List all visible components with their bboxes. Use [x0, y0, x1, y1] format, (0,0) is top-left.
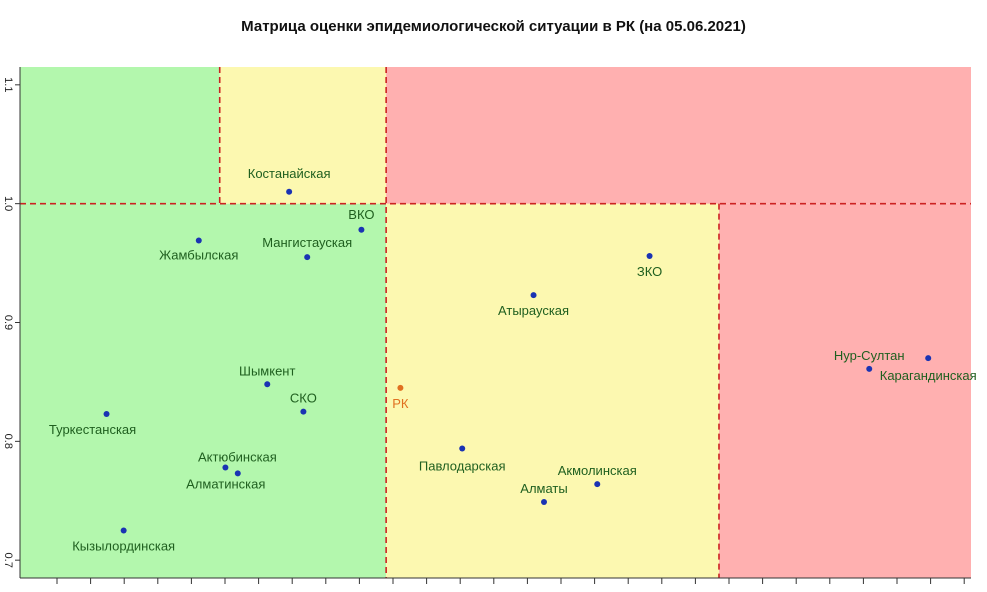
zone-1 — [20, 67, 220, 204]
axes: 0.7 0.8 0.9 1.0 1.1 — [2, 67, 971, 584]
point-label: ЗКО — [637, 264, 662, 279]
point-marker — [195, 237, 202, 244]
point-label: Атырауская — [498, 303, 569, 318]
point-marker — [459, 445, 466, 452]
point-label: Шымкент — [239, 363, 295, 378]
point-label: Актюбинская — [198, 449, 277, 464]
point-label: РК — [392, 396, 409, 411]
point-marker — [541, 498, 548, 505]
point-label: Туркестанская — [49, 422, 136, 437]
point-label: Алматинская — [186, 476, 265, 491]
y-tick-label: 0.9 — [2, 315, 14, 330]
y-tick-label: 1.0 — [2, 196, 14, 211]
point-marker — [103, 411, 110, 418]
data-points — [103, 188, 932, 534]
point-marker — [358, 226, 365, 233]
point-label: ВКО — [348, 207, 374, 222]
point-label: Костанайская — [248, 166, 331, 181]
point-marker — [594, 481, 601, 488]
point-label: Нур-Султан — [834, 348, 905, 363]
point-label: Акмолинская — [558, 463, 637, 478]
point-labels: Костанайская ВКО Жамбылская Мангистауская ЗК… — [49, 166, 977, 554]
zone-3 — [386, 203, 719, 579]
point-label: Кызылординская — [72, 538, 175, 553]
point-marker — [300, 408, 307, 415]
risk-zones — [20, 67, 971, 579]
point-marker — [866, 365, 873, 372]
point-marker — [646, 252, 653, 259]
zone-4 — [386, 67, 971, 204]
point-marker — [222, 464, 229, 471]
point-marker — [120, 527, 127, 534]
y-tick-label: 1.1 — [2, 77, 14, 92]
point-label: Жамбылская — [159, 248, 238, 263]
chart-title: Матрица оценки эпидемиологической ситуац… — [241, 18, 746, 35]
y-tick-label: 0.7 — [2, 553, 14, 568]
point-marker — [925, 355, 932, 362]
zone-2 — [219, 67, 387, 204]
point-label: СКО — [290, 391, 317, 406]
point-label: Павлодарская — [419, 458, 506, 473]
point-marker — [397, 384, 404, 391]
point-label: Карагандинская — [880, 368, 977, 383]
point-marker — [304, 254, 311, 261]
threshold-lines — [20, 67, 971, 578]
zone-0 — [20, 203, 387, 579]
point-marker — [264, 381, 271, 388]
point-marker — [234, 470, 241, 477]
y-tick-label: 0.8 — [2, 434, 14, 449]
point-label: Алматы — [520, 481, 567, 496]
zone-5 — [718, 203, 971, 579]
point-marker — [530, 292, 537, 299]
point-label: Мангистауская — [262, 235, 352, 250]
point-marker — [286, 188, 293, 195]
